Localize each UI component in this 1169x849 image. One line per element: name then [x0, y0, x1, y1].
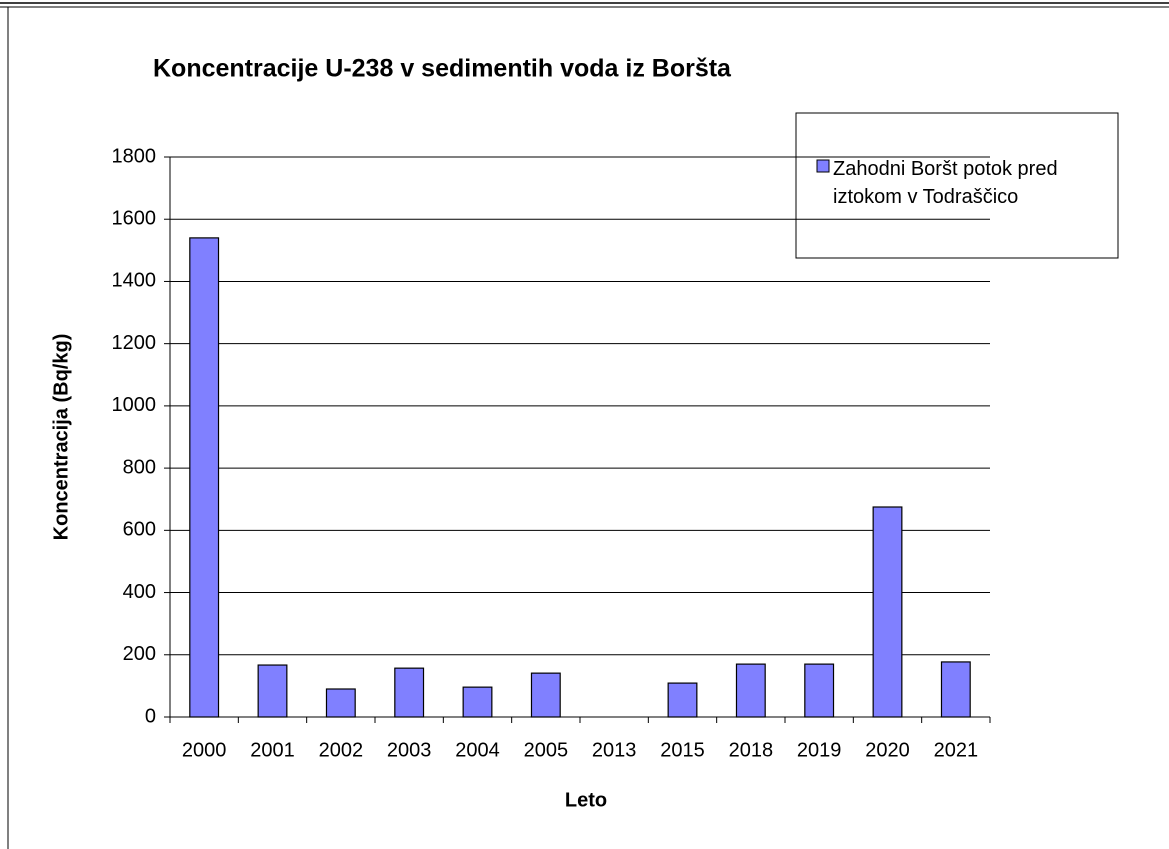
x-tick-label: 2013: [592, 739, 637, 761]
x-tick-label: 2021: [934, 739, 979, 761]
y-tick-label: 0: [145, 705, 156, 727]
bar: [530, 672, 561, 718]
x-tick-label: 2005: [524, 739, 569, 761]
bar: [394, 667, 425, 718]
y-tick-label: 1600: [112, 208, 157, 230]
bar: [940, 661, 971, 718]
y-tick-label: 800: [123, 456, 156, 478]
y-tick-label: 1400: [112, 270, 157, 292]
y-tick-label: 600: [123, 519, 156, 541]
x-tick-label: 2015: [660, 739, 705, 761]
y-tick-label: 1000: [112, 394, 157, 416]
y-tick-label: 1800: [112, 145, 157, 167]
legend-swatch: [816, 159, 830, 173]
bar: [735, 663, 766, 718]
y-tick-label: 1200: [112, 332, 157, 354]
bar: [804, 663, 835, 718]
legend-label: Zahodni Boršt potok pred iztokom v Todra…: [833, 158, 1058, 208]
y-tick-label: 200: [123, 643, 156, 665]
bar: [462, 686, 493, 718]
x-tick-label: 2003: [387, 739, 432, 761]
y-tick-label: 400: [123, 581, 156, 603]
x-tick-label: 2000: [182, 739, 227, 761]
chart-title: Koncentracije U-238 v sedimentih voda iz…: [153, 55, 732, 83]
legend-box: [795, 112, 1119, 259]
x-tick-label: 2020: [865, 739, 910, 761]
x-tick-label: 2018: [729, 739, 774, 761]
bar: [667, 682, 698, 718]
x-axis-title: Leto: [565, 789, 607, 811]
bar: [257, 664, 288, 718]
bar: [189, 237, 220, 718]
bar: [325, 688, 356, 718]
x-tick-label: 2019: [797, 739, 842, 761]
x-tick-label: 2004: [455, 739, 500, 761]
bar: [872, 506, 903, 718]
x-tick-label: 2002: [319, 739, 364, 761]
x-tick-label: 2001: [250, 739, 295, 761]
y-axis-title: Koncentracija (Bq/kg): [50, 334, 72, 541]
